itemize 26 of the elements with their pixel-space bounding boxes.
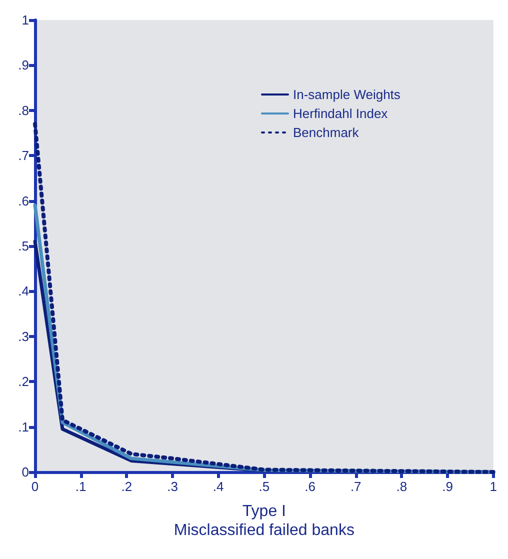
y-tick-label: .6 bbox=[18, 193, 29, 208]
legend-label: Herfindahl Index bbox=[293, 106, 388, 121]
y-tick-label: .7 bbox=[18, 148, 29, 164]
x-tick-label: .5 bbox=[258, 479, 270, 494]
y-tick-label: .8 bbox=[18, 102, 29, 118]
y-tick-label: .5 bbox=[18, 238, 29, 254]
legend-label: In-sample Weights bbox=[293, 87, 401, 102]
x-tick-label: .1 bbox=[75, 479, 86, 494]
y-tick-label: 1 bbox=[22, 12, 29, 28]
legend-label: Benchmark bbox=[293, 125, 360, 140]
y-tick-label: 0 bbox=[22, 464, 29, 480]
x-tick-label: .9 bbox=[442, 479, 453, 494]
x-axis-title: Type I Misclassified failed banks bbox=[174, 503, 354, 539]
y-tick-label: .3 bbox=[18, 328, 29, 344]
x-tick-label: 0 bbox=[31, 479, 39, 494]
y-tick-label: .2 bbox=[18, 374, 29, 390]
x-tick-label: .6 bbox=[304, 479, 316, 494]
x-tick-label: .4 bbox=[212, 479, 224, 494]
x-tick-label: .7 bbox=[350, 479, 362, 494]
x-tick-label: 1 bbox=[490, 479, 497, 494]
y-tick-label: .1 bbox=[18, 419, 29, 434]
y-tick-label: .4 bbox=[18, 284, 29, 299]
x-tick-label: .8 bbox=[396, 479, 408, 494]
x-tick-label: .3 bbox=[167, 479, 178, 494]
x-tick-label: .2 bbox=[121, 479, 132, 494]
y-tick-label: .9 bbox=[18, 58, 29, 73]
